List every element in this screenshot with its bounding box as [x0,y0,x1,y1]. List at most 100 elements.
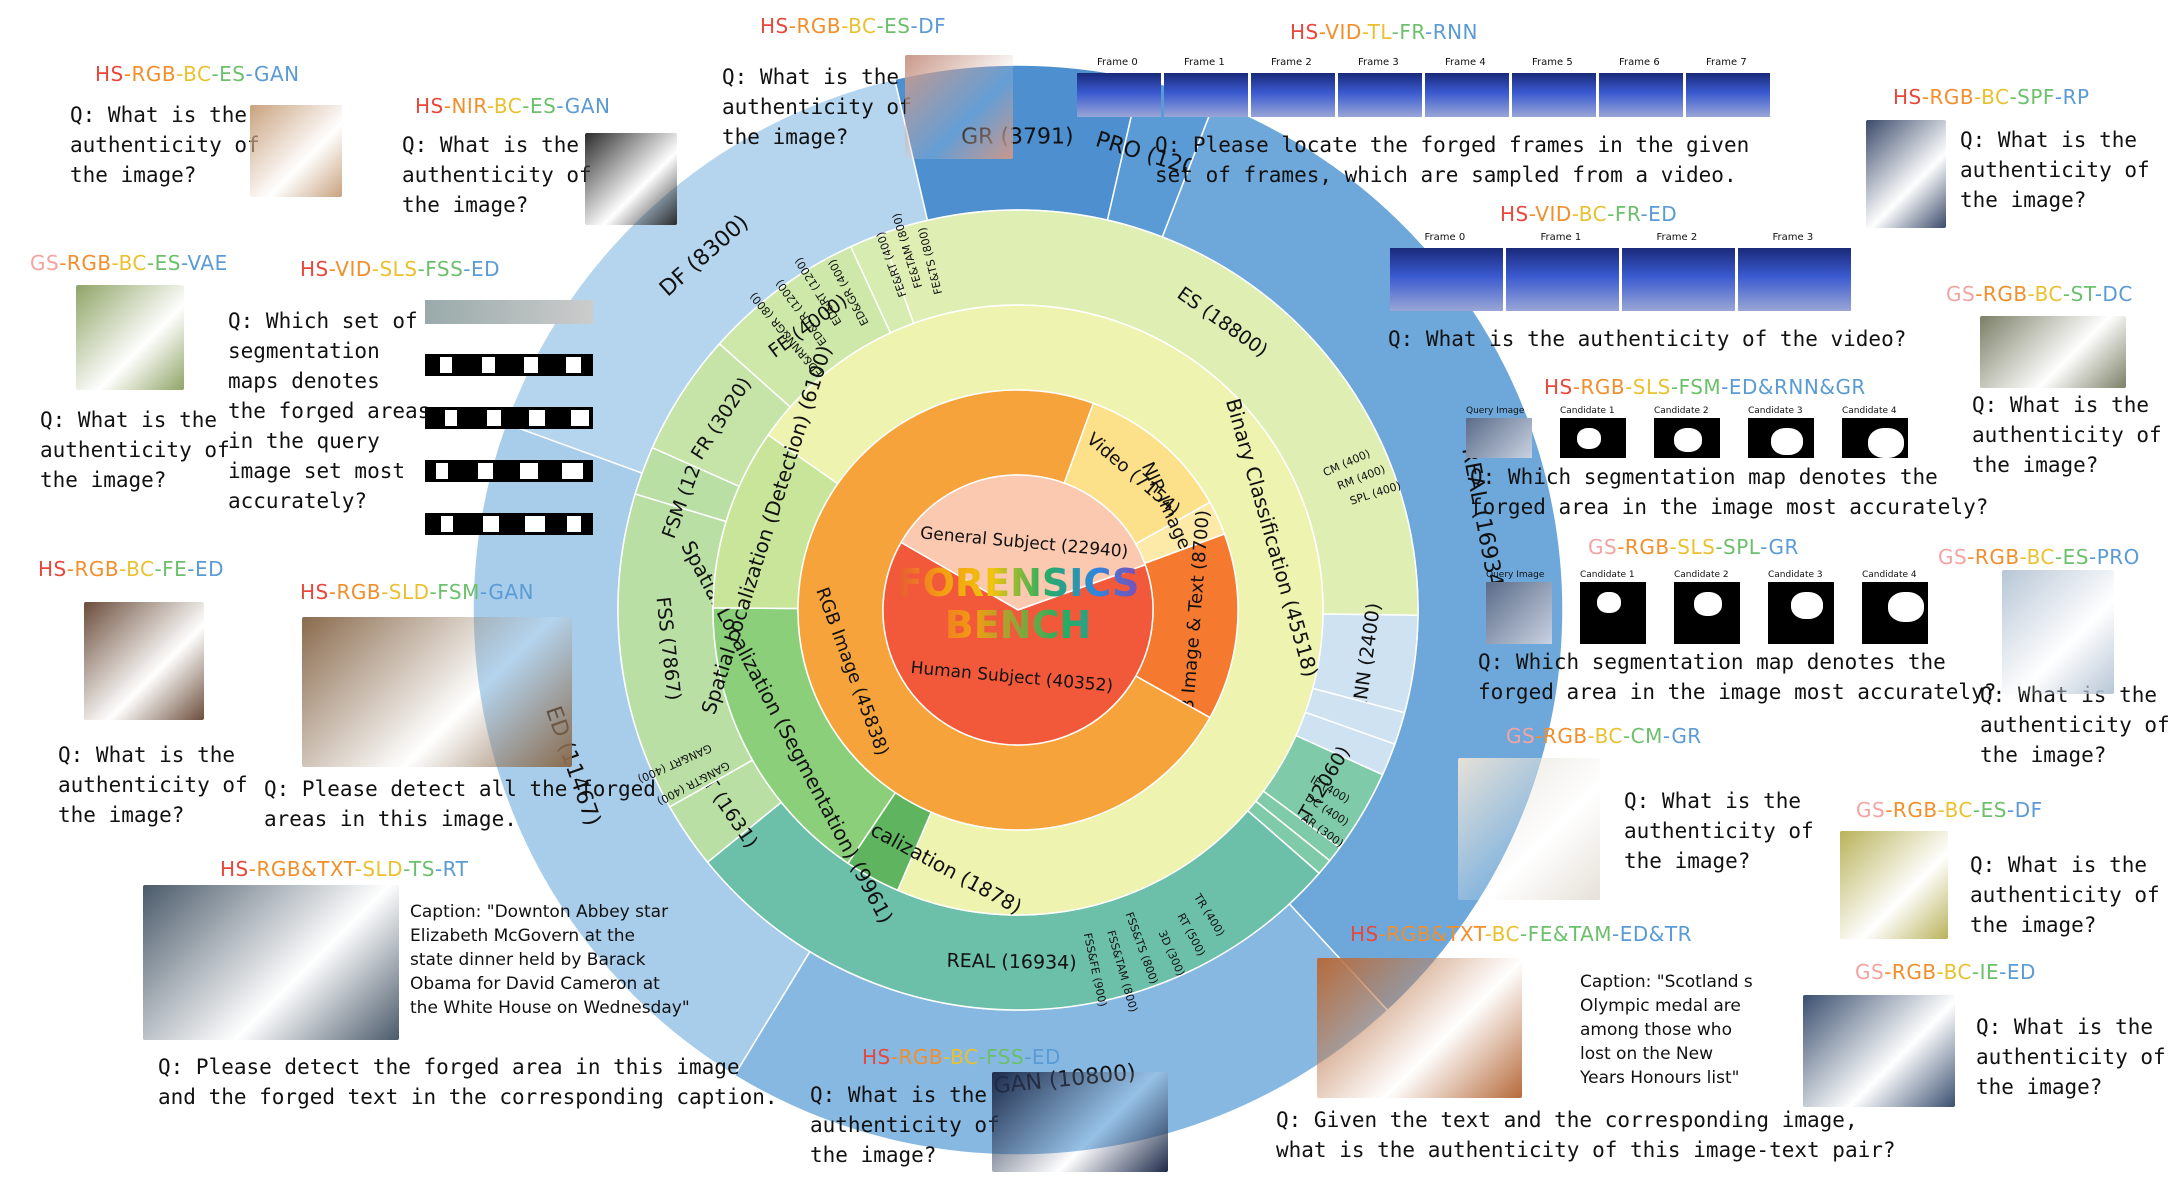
panel-tag-part: GS [1938,545,1968,569]
panel-question-1: Q: What is the authenticity of the image… [402,133,592,217]
panel-tag-dash: - [2027,282,2035,306]
panel-tag-part: BC [848,14,877,38]
panel-tag-dash: - [1921,85,1930,109]
panel-tag-dash: - [1424,20,1433,44]
candidate-map-set [425,354,593,376]
panel-tag-dash: - [1936,960,1944,984]
panel-tag-dash: - [522,94,530,118]
segmentation-candidate [1842,418,1908,458]
panel-tag-dash: - [2054,545,2063,569]
panel-question-10: Q: Which segmentation map denotes the fo… [1478,650,1997,704]
panel-tag-part: HS [95,62,124,86]
panel-tag-dash: - [403,857,409,881]
panel-tag-part: SLS [379,257,418,281]
panel-tag-dash: - [187,557,196,581]
center-title: FORENSICS BENCH [888,562,1148,646]
panel-tag-dash: - [146,251,155,275]
panel-tag-part: BC [1578,202,1608,226]
panel-tag-6: HS-VID-SLS-FSS-ED [300,257,500,281]
panel-tag-dash: - [245,62,254,86]
panel-tag-part: ES [154,251,181,275]
panel-tag-part: VID [1535,202,1572,226]
panel-tag-dash: - [1622,724,1631,748]
panel-tag-dash: - [943,1045,951,1069]
candidate-map-set [425,407,593,429]
panel-tag-dash: - [1884,960,1892,984]
panel-tag-part: HS [862,1045,891,1069]
panel-question-19: Q: What is the authenticity of the image… [810,1083,1000,1167]
panel-tag-dash: - [66,557,75,581]
panel-tag-part: DF [918,14,947,38]
segmentation-candidate [1748,418,1814,458]
frame-label: Frame 5 [1532,57,1573,68]
panel-tag-dash: - [978,1045,987,1069]
panel-tag-part: SLS [1677,535,1716,559]
panel-tag-dash: - [1715,535,1724,559]
panel-tag-part: GS [1856,798,1886,822]
panel-tag-dash: - [1571,202,1579,226]
panel-tag-part: FR [1399,20,1425,44]
mask-region [1694,592,1722,616]
panel-tag-dash: - [354,857,363,881]
panel-tag-part: FSS [425,257,464,281]
query-image [1466,418,1532,458]
segmentation-candidate [1862,582,1928,644]
panel-tag-part: RP [2062,85,2090,109]
panel-tag-part: SLS [1632,375,1671,399]
panel-question-18: Q: What is the authenticity of the image… [1976,1015,2166,1099]
panel-tag-part: RGB [131,62,177,86]
panel-tag-part: RGB [1542,724,1588,748]
panel-tag-part: RGB&TXT [256,857,355,881]
panel-tag-dash: - [381,580,389,604]
mask-region [440,357,452,373]
panel-tag-part: DC [2102,282,2133,306]
video-frame: Frame 5 [1512,57,1596,117]
panel-tag-dash: - [111,251,119,275]
panel-tag-dash: - [1391,20,1400,44]
panel-tag-part: BC [183,62,212,86]
panel-tag-part: FR [1614,202,1641,226]
video-frame: Frame 6 [1599,57,1683,117]
panel-tag-part: BC [118,251,147,275]
panel-tag-dash: - [2088,545,2097,569]
panel-image-12 [84,602,204,720]
mask-region [562,463,583,479]
panel-tag-part: BC [1944,798,1973,822]
panel-tag-15: GS-RGB-BC-ES-DF [1856,798,2043,822]
candidate-label: Candidate 4 [1862,570,1917,580]
mask-region [445,410,457,426]
mask-region [524,357,538,373]
panel-tag-part: HS [300,257,329,281]
panel-question-4: Q: What is the authenticity of the image… [1960,128,2150,212]
video-frame: Frame 4 [1425,57,1509,117]
panel-question-3: Q: Please locate the forged frames in th… [1155,133,1750,187]
panel-tag-part: NIR [451,94,487,118]
panel-tag-17: HS-RGB&TXT-BC-FE&TAM-ED&TR [1350,922,1692,946]
panel-tag-dash: - [1999,960,2007,984]
panel-tag-part: HS [1893,85,1922,109]
panel-tag-part: RGB [796,14,842,38]
panel-tag-dash: - [556,94,565,118]
panel-tag-dash: - [788,14,797,38]
panel-tag-dash: - [1670,375,1679,399]
panel-tag-part: HS [220,857,249,881]
video-frame: Frame 0 [1077,57,1161,117]
frame-label: Frame 3 [1772,232,1814,243]
panel-tag-dash: - [1607,202,1615,226]
panel-tag-dash: - [371,257,380,281]
panel-tag-dash: - [486,94,494,118]
candidate-map-set [425,460,593,482]
panel-tag-dash: - [417,257,426,281]
panel-tag-part: BC [2034,282,2063,306]
panel-tag-part: GR [1671,724,1702,748]
candidate-label: Candidate 1 [1580,570,1635,580]
mask-region [567,516,581,532]
panel-tag-dash: - [1572,375,1581,399]
inner-ring-segment-1 [882,541,1154,746]
panel-image-19 [992,1072,1168,1172]
panel-tag-part: FSM [1678,375,1722,399]
panel-tag-dash: - [1519,922,1528,946]
panel-question-9: Q: Which segmentation map denotes the fo… [1470,465,1989,519]
panel-tag-part: ED&TR [1619,922,1693,946]
panel-question-16: Q: Please detect the forged area in this… [158,1055,778,1109]
